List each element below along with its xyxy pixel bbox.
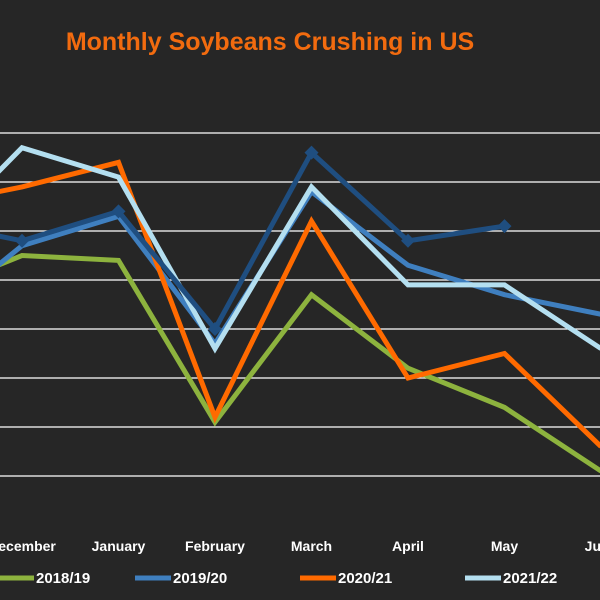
legend-label: 2021/22 [503, 570, 557, 587]
series-line [0, 188, 600, 349]
data-point [111, 204, 126, 219]
x-tick-label: January [92, 538, 146, 554]
series-line [0, 148, 505, 334]
chart-title: Monthly Soybeans Crushing in US [66, 28, 474, 56]
series-line [0, 144, 600, 354]
series-line [0, 252, 600, 474]
legend-label: 2019/20 [173, 570, 227, 587]
x-tick-label: February [185, 538, 245, 554]
data-point [401, 233, 415, 248]
data-point [208, 322, 222, 336]
data-point [15, 233, 29, 248]
x-tick-label: April [392, 538, 424, 554]
legend-label: 2018/19 [36, 570, 90, 587]
data-point [304, 145, 319, 160]
series-line [0, 159, 600, 449]
x-axis-ticks: December January February March April May June [0, 538, 600, 554]
x-tick-label: June [585, 538, 600, 554]
legend: 2018/19 2019/20 2020/21 2021/22 [0, 570, 557, 587]
gridlines [0, 132, 600, 477]
x-tick-label: May [491, 538, 518, 554]
data-point [497, 219, 512, 234]
x-tick-label: March [291, 538, 332, 554]
legend-label: 2020/21 [338, 570, 392, 587]
series-lines [0, 144, 600, 474]
x-tick-label: December [0, 538, 56, 554]
